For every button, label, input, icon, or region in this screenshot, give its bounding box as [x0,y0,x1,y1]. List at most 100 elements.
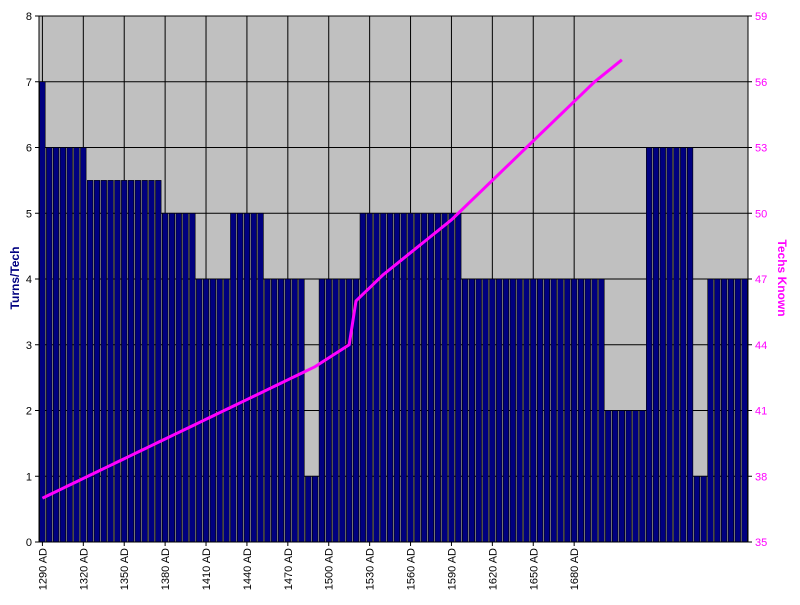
bar [721,278,728,543]
bar [284,278,291,543]
y-tick-label-left: 3 [26,340,32,352]
bar [359,212,366,543]
bar [489,278,496,543]
bar [557,278,564,543]
y-tick-label-right: 50 [755,208,767,220]
bar [618,410,625,543]
bar [366,212,373,543]
bar [59,147,66,543]
bar [155,180,162,543]
y-tick-label-left: 4 [26,274,32,286]
x-tick-label: 1290 AD [37,548,49,590]
bar [407,212,414,543]
bar [441,212,448,543]
y-tick-label-left: 7 [26,77,32,89]
bar [250,212,257,543]
x-tick-label: 1380 AD [160,548,172,590]
techs-known-line [41,58,623,500]
bar [741,278,748,543]
bar [591,278,598,543]
bar [114,180,121,543]
bar [461,278,469,543]
bar [202,278,210,543]
bar [727,278,735,543]
bar [311,475,319,543]
bar [87,180,94,543]
bar [52,147,60,543]
bar [189,212,196,543]
bar [93,180,101,543]
bar [577,278,585,543]
x-tick-label: 1470 AD [283,548,295,590]
x-tick-label: 1590 AD [446,548,458,590]
bar [298,278,305,543]
bar [427,212,435,543]
x-tick-label: 1650 AD [528,548,540,590]
bar [523,278,530,543]
bar [332,278,339,543]
bar [632,410,639,543]
x-tick-label: 1560 AD [406,548,418,590]
bar [639,410,646,543]
y-tick-label-left: 2 [26,406,32,418]
bar [209,278,216,543]
y-tick-label-right: 44 [755,340,767,352]
bar [564,278,571,543]
x-tick-label: 1530 AD [365,548,377,590]
bar [536,278,544,543]
bar [468,278,476,543]
bar [414,212,421,543]
bar [196,278,203,543]
bar [714,278,721,543]
bar [680,147,687,543]
bar [571,278,578,543]
bar [605,410,612,543]
bar [107,180,114,543]
bar [693,475,700,543]
y-tick-label-left: 8 [26,11,32,23]
x-tick-label: 1680 AD [569,548,581,590]
x-tick-label: 1410 AD [201,548,213,590]
y-tick-label-left: 0 [26,537,32,549]
bar [182,212,189,543]
bar [646,147,653,543]
y-tick-label-left: 5 [26,208,32,220]
y-tick-label-right: 41 [755,406,767,418]
y-tick-label-right: 59 [755,11,767,23]
bar [373,212,380,543]
bar [598,278,605,543]
y-tick-label-right: 53 [755,143,767,155]
y-tick-label-right: 56 [755,77,767,89]
y-tick-label-left: 1 [26,471,32,483]
y-axis-title-left: Turns/Tech [8,247,22,310]
bar [652,147,660,543]
y-tick-label-left: 6 [26,143,32,155]
bar [584,278,591,543]
bar [434,212,441,543]
bar [100,180,107,543]
x-tick-label: 1440 AD [242,548,254,590]
x-tick-label: 1350 AD [119,548,131,590]
bar [448,212,455,543]
bar [346,278,353,543]
bar [666,147,673,543]
bar [141,180,148,543]
bar [611,410,619,543]
bar [271,278,278,543]
y-tick-label-right: 47 [755,274,767,286]
bar [80,147,87,543]
bar [121,180,128,543]
bar [243,212,251,543]
bar [530,278,537,543]
bar [673,147,680,543]
bar [127,180,135,543]
bar [339,278,346,543]
bar [550,278,557,543]
bar [516,278,523,543]
bar [496,278,503,543]
bar [39,81,46,543]
bar [134,180,141,543]
bar [400,212,407,543]
